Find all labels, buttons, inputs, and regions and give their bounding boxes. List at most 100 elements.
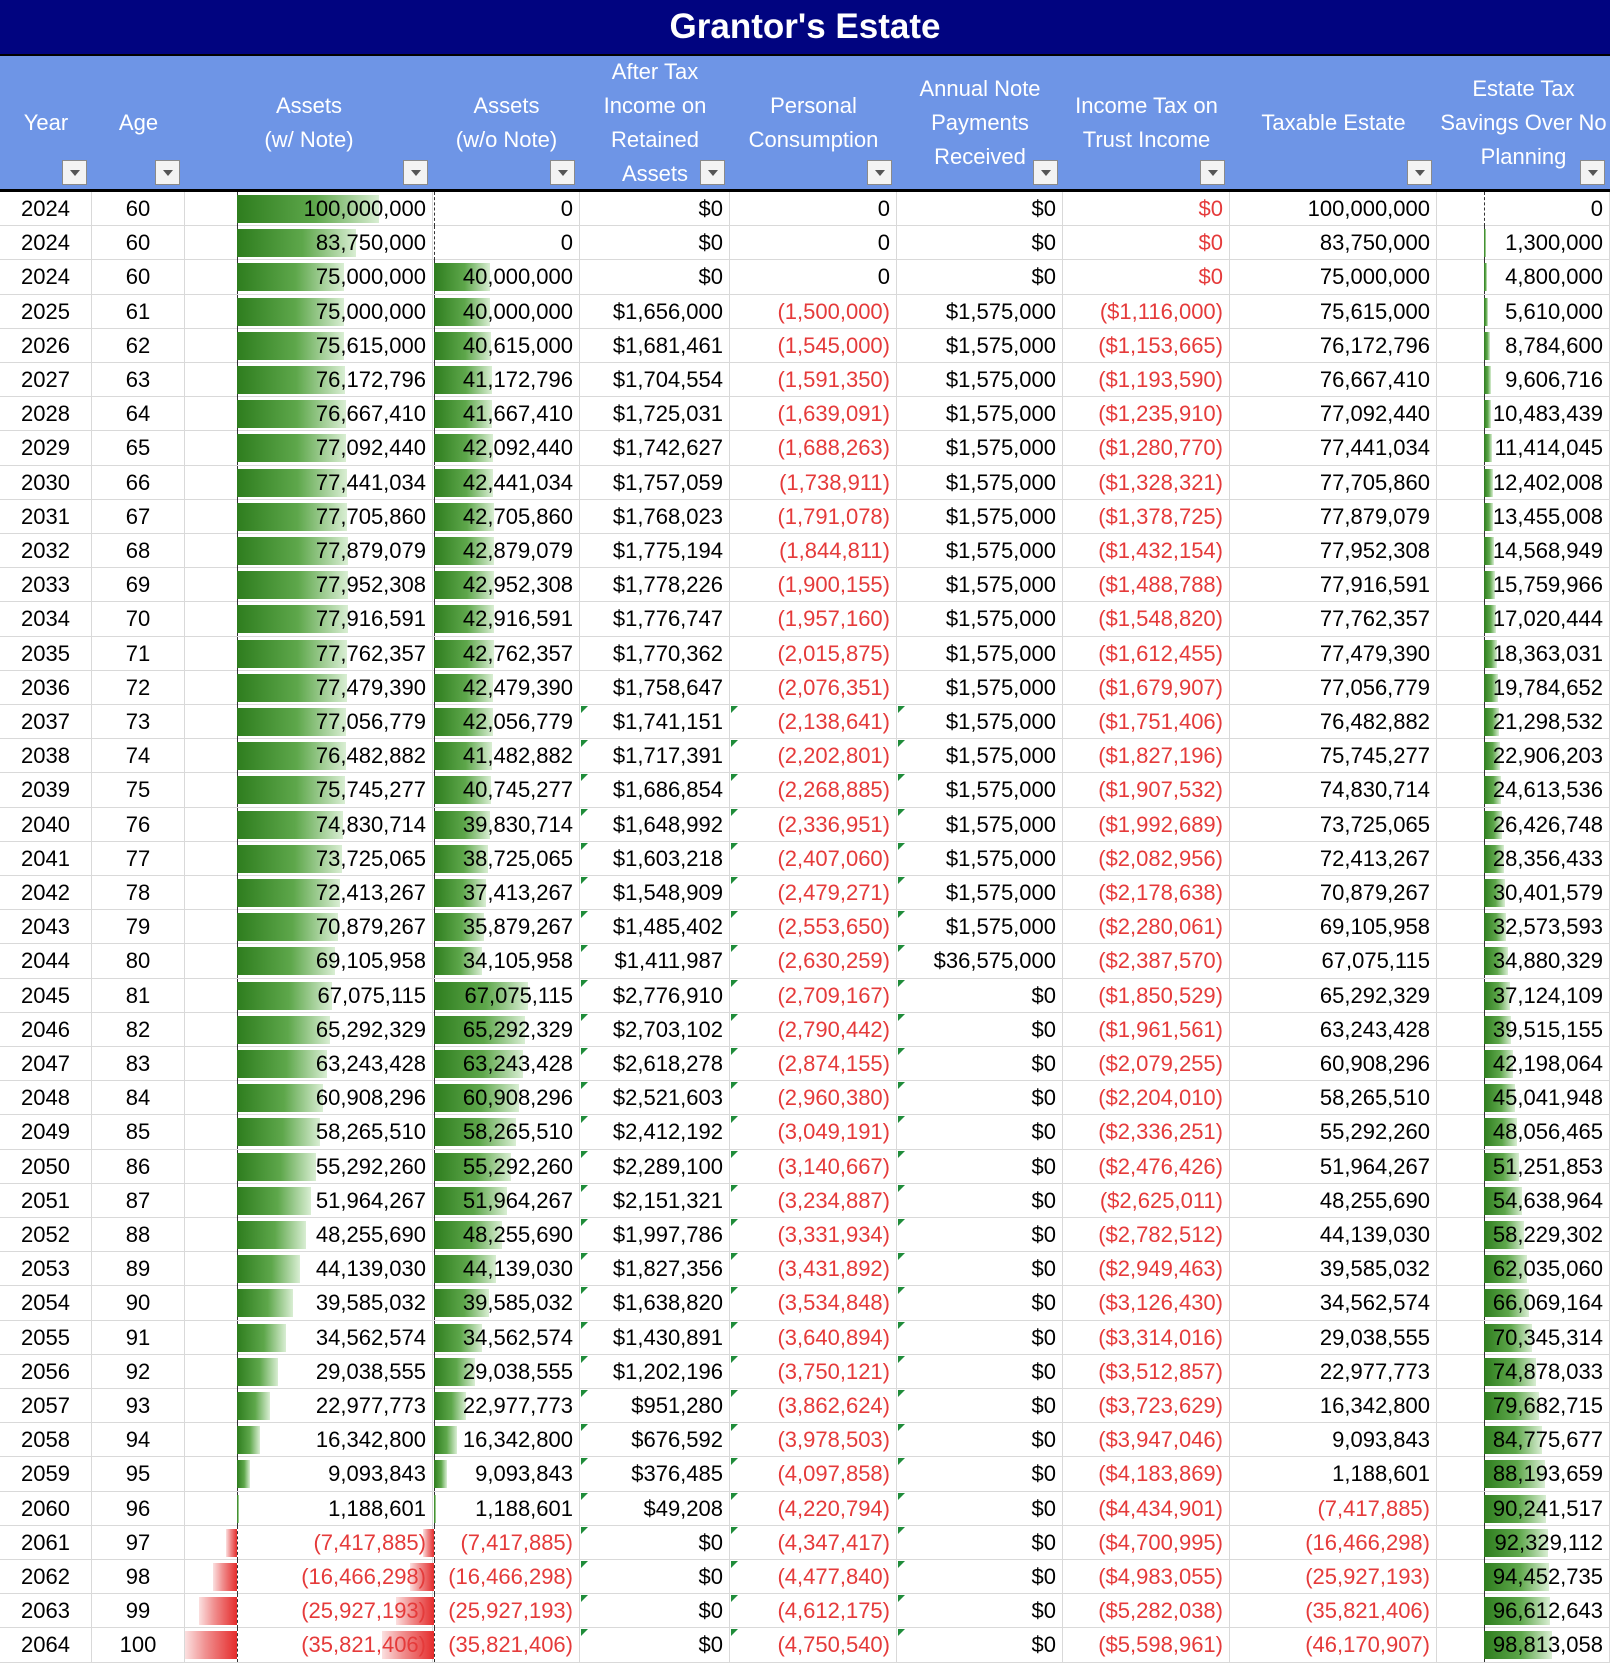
cell-estate-tax-savings[interactable]: 9,606,716 — [1437, 363, 1610, 397]
cell-note-payments[interactable]: $1,575,000 — [897, 568, 1063, 603]
cell-assets-with-note[interactable]: 39,585,032 — [185, 1286, 433, 1321]
cell-personal-consumption[interactable]: (1,900,155) — [730, 568, 897, 603]
cell-assets-with-note[interactable]: 60,908,296 — [185, 1081, 433, 1116]
filter-dropdown-icon[interactable] — [403, 160, 428, 185]
cell-personal-consumption[interactable]: (3,234,887) — [730, 1183, 897, 1218]
cell-year[interactable]: 2062 — [0, 1560, 92, 1594]
cell-estate-tax-savings[interactable]: 54,638,964 — [1437, 1183, 1610, 1218]
cell-income-tax-trust[interactable]: ($2,204,010) — [1063, 1081, 1230, 1116]
cell-income-tax-trust[interactable]: ($1,827,196) — [1063, 739, 1230, 774]
cell-taxable-estate[interactable]: 67,075,115 — [1230, 944, 1437, 979]
cell-year[interactable]: 2030 — [0, 465, 92, 500]
cell-year[interactable]: 2035 — [0, 636, 92, 671]
cell-age[interactable]: 60 — [92, 192, 185, 226]
cell-age[interactable]: 99 — [92, 1594, 185, 1629]
cell-assets-without-note[interactable]: 41,482,882 — [433, 739, 580, 774]
cell-income-tax-trust[interactable]: ($3,126,430) — [1063, 1286, 1230, 1321]
cell-assets-with-note[interactable]: 72,413,267 — [185, 876, 433, 910]
cell-taxable-estate[interactable]: 55,292,260 — [1230, 1115, 1437, 1150]
cell-after-tax-income[interactable]: $1,827,356 — [580, 1252, 730, 1287]
cell-estate-tax-savings[interactable]: 34,880,329 — [1437, 944, 1610, 979]
cell-assets-with-note[interactable]: 76,482,882 — [185, 739, 433, 774]
cell-income-tax-trust[interactable]: ($2,476,426) — [1063, 1149, 1230, 1184]
filter-dropdown-icon[interactable] — [1033, 160, 1058, 185]
cell-assets-with-note[interactable]: 75,000,000 — [185, 294, 433, 329]
cell-age[interactable]: 68 — [92, 534, 185, 568]
cell-year[interactable]: 2064 — [0, 1628, 92, 1663]
cell-taxable-estate[interactable]: 16,342,800 — [1230, 1389, 1437, 1423]
cell-personal-consumption[interactable]: 0 — [730, 226, 897, 261]
cell-assets-with-note[interactable]: 73,725,065 — [185, 841, 433, 876]
cell-estate-tax-savings[interactable]: 79,682,715 — [1437, 1389, 1610, 1423]
cell-assets-without-note[interactable]: 42,952,308 — [433, 568, 580, 603]
cell-personal-consumption[interactable]: (3,331,934) — [730, 1218, 897, 1252]
cell-taxable-estate[interactable]: 77,479,390 — [1230, 636, 1437, 671]
cell-personal-consumption[interactable]: (2,790,442) — [730, 1012, 897, 1047]
cell-estate-tax-savings[interactable]: 0 — [1437, 192, 1610, 226]
cell-estate-tax-savings[interactable]: 21,298,532 — [1437, 705, 1610, 739]
cell-year[interactable]: 2036 — [0, 670, 92, 705]
cell-personal-consumption[interactable]: (3,431,892) — [730, 1252, 897, 1287]
cell-after-tax-income[interactable]: $2,289,100 — [580, 1149, 730, 1184]
cell-estate-tax-savings[interactable]: 88,193,659 — [1437, 1457, 1610, 1492]
cell-after-tax-income[interactable]: $1,778,226 — [580, 568, 730, 603]
cell-note-payments[interactable]: $0 — [897, 1012, 1063, 1047]
cell-personal-consumption[interactable]: 0 — [730, 260, 897, 295]
cell-after-tax-income[interactable]: $951,280 — [580, 1389, 730, 1423]
cell-assets-with-note[interactable]: 75,615,000 — [185, 328, 433, 363]
cell-taxable-estate[interactable]: 60,908,296 — [1230, 1047, 1437, 1081]
filter-dropdown-icon[interactable] — [867, 160, 892, 185]
cell-personal-consumption[interactable]: (2,202,801) — [730, 739, 897, 774]
cell-assets-without-note[interactable]: 42,762,357 — [433, 636, 580, 671]
cell-personal-consumption[interactable]: (3,049,191) — [730, 1115, 897, 1150]
cell-assets-without-note[interactable]: 29,038,555 — [433, 1354, 580, 1389]
cell-note-payments[interactable]: $1,575,000 — [897, 636, 1063, 671]
cell-note-payments[interactable]: $0 — [897, 1594, 1063, 1629]
cell-estate-tax-savings[interactable]: 37,124,109 — [1437, 978, 1610, 1013]
cell-personal-consumption[interactable]: (1,738,911) — [730, 465, 897, 500]
cell-note-payments[interactable]: $0 — [897, 978, 1063, 1013]
cell-assets-without-note[interactable]: 41,667,410 — [433, 397, 580, 432]
cell-age[interactable]: 72 — [92, 670, 185, 705]
cell-note-payments[interactable]: $1,575,000 — [897, 294, 1063, 329]
cell-note-payments[interactable]: $0 — [897, 1286, 1063, 1321]
cell-estate-tax-savings[interactable]: 28,356,433 — [1437, 841, 1610, 876]
cell-income-tax-trust[interactable]: ($3,723,629) — [1063, 1389, 1230, 1423]
filter-dropdown-icon[interactable] — [700, 160, 725, 185]
cell-assets-without-note[interactable]: 37,413,267 — [433, 876, 580, 910]
cell-taxable-estate[interactable]: 73,725,065 — [1230, 807, 1437, 842]
cell-year[interactable]: 2041 — [0, 841, 92, 876]
cell-assets-without-note[interactable]: 40,745,277 — [433, 773, 580, 808]
cell-assets-with-note[interactable]: 22,977,773 — [185, 1389, 433, 1423]
cell-age[interactable]: 69 — [92, 568, 185, 603]
cell-age[interactable]: 78 — [92, 876, 185, 910]
cell-note-payments[interactable]: $1,575,000 — [897, 499, 1063, 534]
cell-note-payments[interactable]: $0 — [897, 226, 1063, 261]
cell-assets-without-note[interactable]: 40,615,000 — [433, 328, 580, 363]
cell-taxable-estate[interactable]: 44,139,030 — [1230, 1218, 1437, 1252]
cell-personal-consumption[interactable]: (1,545,000) — [730, 328, 897, 363]
cell-income-tax-trust[interactable]: $0 — [1063, 260, 1230, 295]
cell-assets-with-note[interactable]: (16,466,298) — [185, 1560, 433, 1594]
cell-taxable-estate[interactable]: (25,927,193) — [1230, 1560, 1437, 1594]
cell-assets-with-note[interactable]: 29,038,555 — [185, 1354, 433, 1389]
cell-estate-tax-savings[interactable]: 51,251,853 — [1437, 1149, 1610, 1184]
cell-note-payments[interactable]: $0 — [897, 1628, 1063, 1663]
cell-assets-without-note[interactable]: 42,441,034 — [433, 465, 580, 500]
cell-income-tax-trust[interactable]: ($1,679,907) — [1063, 670, 1230, 705]
cell-note-payments[interactable]: $0 — [897, 260, 1063, 295]
cell-income-tax-trust[interactable]: ($2,336,251) — [1063, 1115, 1230, 1150]
cell-personal-consumption[interactable]: (4,612,175) — [730, 1594, 897, 1629]
cell-age[interactable]: 64 — [92, 397, 185, 432]
cell-taxable-estate[interactable]: 83,750,000 — [1230, 226, 1437, 261]
cell-personal-consumption[interactable]: (2,553,650) — [730, 910, 897, 945]
cell-after-tax-income[interactable]: $1,485,402 — [580, 910, 730, 945]
cell-assets-without-note[interactable]: 34,562,574 — [433, 1320, 580, 1355]
cell-after-tax-income[interactable]: $1,681,461 — [580, 328, 730, 363]
cell-age[interactable]: 90 — [92, 1286, 185, 1321]
cell-note-payments[interactable]: $1,575,000 — [897, 363, 1063, 397]
cell-age[interactable]: 74 — [92, 739, 185, 774]
cell-year[interactable]: 2057 — [0, 1389, 92, 1423]
cell-assets-without-note[interactable]: 65,292,329 — [433, 1012, 580, 1047]
cell-personal-consumption[interactable]: (2,479,271) — [730, 876, 897, 910]
